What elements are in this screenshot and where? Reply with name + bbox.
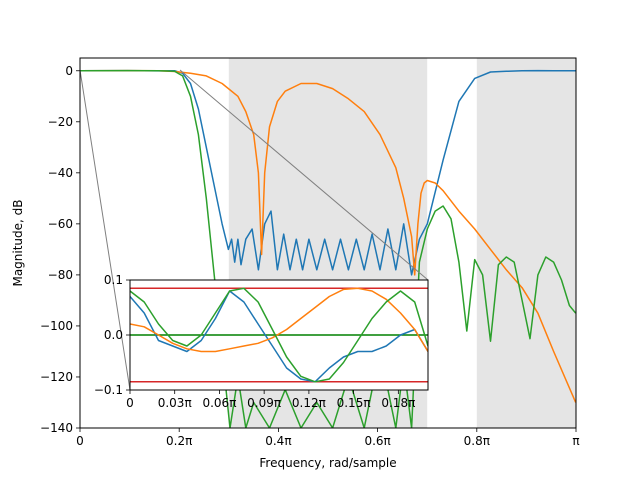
main-xtick-label: π [572, 434, 579, 448]
main-stopband-1 [476, 58, 577, 428]
main-xtick-label: 0.6π [364, 434, 390, 448]
main-ytick-label: −60 [48, 217, 73, 231]
main-ytick-label: −80 [48, 268, 73, 282]
main-axes-frame [79, 57, 577, 429]
main-xtick-label: 0.8π [464, 434, 490, 448]
main-ytick-label: −140 [40, 421, 73, 435]
inset-xtick-label: 0.03π [158, 396, 192, 410]
main-axis-ticks: 0 0.2π 0.4π 0.6π 0.8π π 0 −20 −40 −60 −80 −100 −120 −… [40, 64, 580, 448]
main-ytick-label: −100 [40, 319, 73, 333]
main-ytick-label: −20 [48, 115, 73, 129]
inset-ytick-label: 0.0 [104, 328, 123, 342]
inset-series-1-line [130, 287, 428, 353]
inset-plot-lines [130, 287, 428, 383]
main-series-1-line [80, 69, 576, 403]
inset-ytick-label: 0.1 [104, 273, 123, 287]
zoom-connector-lower [79, 69, 131, 391]
inset-ytick-label: −0.1 [94, 383, 123, 397]
main-xtick-label: 0.2π [166, 434, 192, 448]
inset-xtick-label: 0.09π [247, 396, 281, 410]
main-xtick-label: 0 [76, 434, 84, 448]
main-ytick-label: −40 [48, 166, 73, 180]
zoom-connector-upper [179, 69, 429, 281]
inset-xtick-label: 0.06π [202, 396, 236, 410]
inset-tolerance-lines [130, 287, 428, 383]
inset-series-2-line [130, 287, 428, 383]
inset-xtick-label: 0.15π [337, 396, 371, 410]
x-axis-label: Frequency, rad/sample [259, 456, 396, 470]
main-xtick-label: 0.4π [265, 434, 291, 448]
inset-series-0-line [130, 290, 428, 383]
inset-xtick-label: 0.12π [292, 396, 326, 410]
inset-xtick-label: 0.18π [381, 396, 415, 410]
main-plot-lines [80, 69, 576, 428]
main-series-2-line [80, 69, 576, 428]
main-ytick-label: 0 [65, 64, 73, 78]
inset-axis-ticks: 0 0.03π 0.06π 0.09π 0.12π 0.15π 0.18π 0.1 0.0 −0.… [94, 273, 415, 410]
main-series-0-line [80, 69, 576, 276]
y-axis-label: Magnitude, dB [11, 199, 25, 286]
main-ytick-label: −120 [40, 370, 73, 384]
inset-xtick-label: 0 [126, 396, 134, 410]
